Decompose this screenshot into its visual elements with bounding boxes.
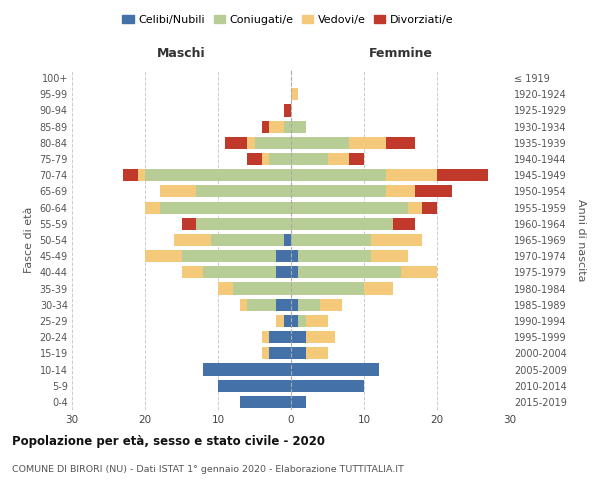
Bar [320, 298, 342, 311]
Bar [211, 234, 284, 246]
Bar [349, 137, 386, 149]
Bar [422, 202, 437, 213]
Bar [240, 396, 291, 408]
Bar [203, 364, 291, 376]
Bar [305, 331, 335, 343]
Bar [262, 348, 269, 360]
Bar [182, 218, 196, 230]
Bar [349, 153, 364, 165]
Y-axis label: Fasce di età: Fasce di età [24, 207, 34, 273]
Bar [269, 348, 291, 360]
Bar [328, 153, 349, 165]
Bar [247, 153, 262, 165]
Bar [269, 120, 284, 132]
Bar [284, 315, 291, 327]
Bar [291, 169, 386, 181]
Bar [386, 186, 415, 198]
Bar [277, 250, 291, 262]
Bar [291, 380, 364, 392]
Bar [291, 315, 298, 327]
Text: Maschi: Maschi [157, 48, 206, 60]
Bar [408, 202, 422, 213]
Bar [291, 88, 298, 101]
Bar [254, 137, 291, 149]
Bar [415, 186, 452, 198]
Bar [291, 282, 364, 294]
Bar [371, 250, 408, 262]
Bar [305, 315, 328, 327]
Bar [145, 169, 291, 181]
Y-axis label: Anni di nascita: Anni di nascita [577, 198, 586, 281]
Bar [218, 380, 291, 392]
Bar [247, 298, 277, 311]
Bar [386, 169, 437, 181]
Bar [291, 120, 305, 132]
Bar [196, 186, 291, 198]
Bar [291, 250, 298, 262]
Bar [291, 234, 371, 246]
Bar [284, 120, 291, 132]
Bar [138, 169, 145, 181]
Bar [269, 153, 291, 165]
Bar [371, 234, 422, 246]
Bar [298, 250, 371, 262]
Bar [291, 396, 305, 408]
Bar [364, 282, 393, 294]
Bar [291, 331, 305, 343]
Bar [291, 202, 408, 213]
Bar [298, 315, 305, 327]
Bar [218, 282, 233, 294]
Bar [145, 250, 182, 262]
Bar [298, 298, 320, 311]
Bar [262, 331, 269, 343]
Text: Femmine: Femmine [368, 48, 433, 60]
Bar [181, 250, 277, 262]
Bar [160, 186, 196, 198]
Bar [291, 348, 305, 360]
Bar [240, 298, 247, 311]
Bar [284, 234, 291, 246]
Bar [181, 266, 203, 278]
Bar [123, 169, 138, 181]
Bar [262, 153, 269, 165]
Bar [277, 315, 284, 327]
Bar [277, 266, 291, 278]
Bar [262, 120, 269, 132]
Bar [247, 137, 254, 149]
Bar [196, 218, 291, 230]
Bar [233, 282, 291, 294]
Bar [160, 202, 291, 213]
Bar [291, 266, 298, 278]
Bar [226, 137, 247, 149]
Bar [291, 186, 386, 198]
Bar [291, 364, 379, 376]
Bar [298, 266, 401, 278]
Bar [291, 137, 349, 149]
Text: COMUNE DI BIRORI (NU) - Dati ISTAT 1° gennaio 2020 - Elaborazione TUTTITALIA.IT: COMUNE DI BIRORI (NU) - Dati ISTAT 1° ge… [12, 465, 404, 474]
Bar [291, 298, 298, 311]
Bar [269, 331, 291, 343]
Bar [284, 104, 291, 117]
Bar [145, 202, 160, 213]
Bar [203, 266, 277, 278]
Bar [277, 298, 291, 311]
Bar [437, 169, 488, 181]
Text: Popolazione per età, sesso e stato civile - 2020: Popolazione per età, sesso e stato civil… [12, 435, 325, 448]
Bar [291, 218, 393, 230]
Bar [305, 348, 328, 360]
Bar [393, 218, 415, 230]
Bar [386, 137, 415, 149]
Bar [401, 266, 437, 278]
Legend: Celibi/Nubili, Coniugati/e, Vedovi/e, Divorziati/e: Celibi/Nubili, Coniugati/e, Vedovi/e, Di… [118, 10, 458, 29]
Bar [291, 153, 328, 165]
Bar [174, 234, 211, 246]
